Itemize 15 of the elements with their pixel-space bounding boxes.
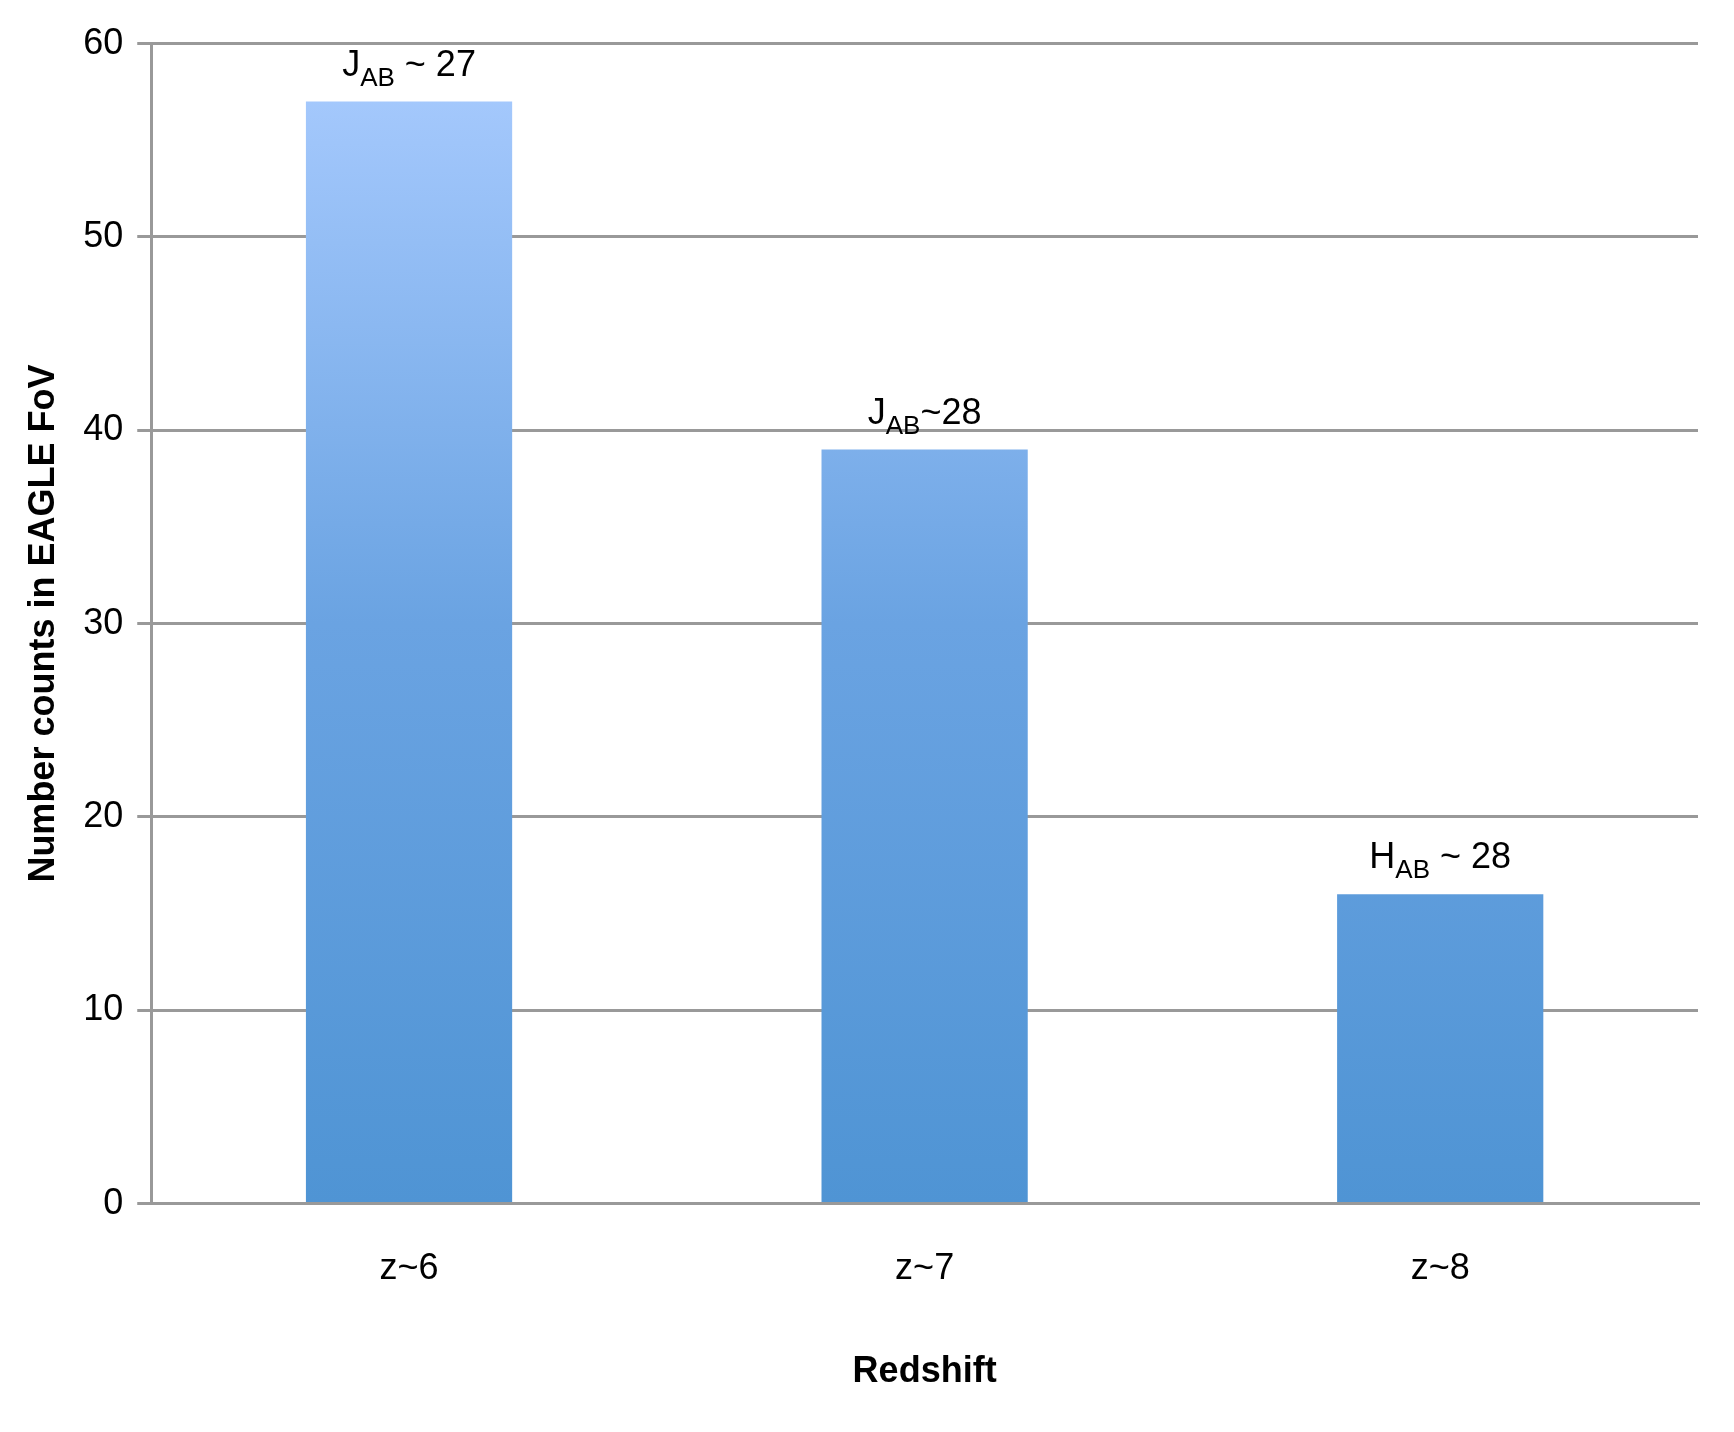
y-axis-title: Number counts in EAGLE FoV	[20, 364, 62, 883]
y-tick-label: 50	[83, 213, 124, 255]
y-tick-label: 30	[83, 600, 124, 642]
y-tick-label: 10	[83, 987, 124, 1029]
bar	[1337, 894, 1544, 1203]
y-tick-label: 60	[83, 20, 124, 62]
bar	[305, 101, 513, 1203]
bar	[821, 449, 1028, 1203]
x-tick-label: z~8	[1410, 1246, 1470, 1288]
y-tick-label: 0	[103, 1180, 124, 1222]
x-tick-label: z~7	[895, 1246, 955, 1288]
x-axis-title: Redshift	[852, 1349, 997, 1391]
x-tick-label: z~6	[379, 1246, 439, 1288]
y-tick-label: 20	[83, 793, 124, 835]
y-tick-label: 40	[83, 407, 124, 449]
